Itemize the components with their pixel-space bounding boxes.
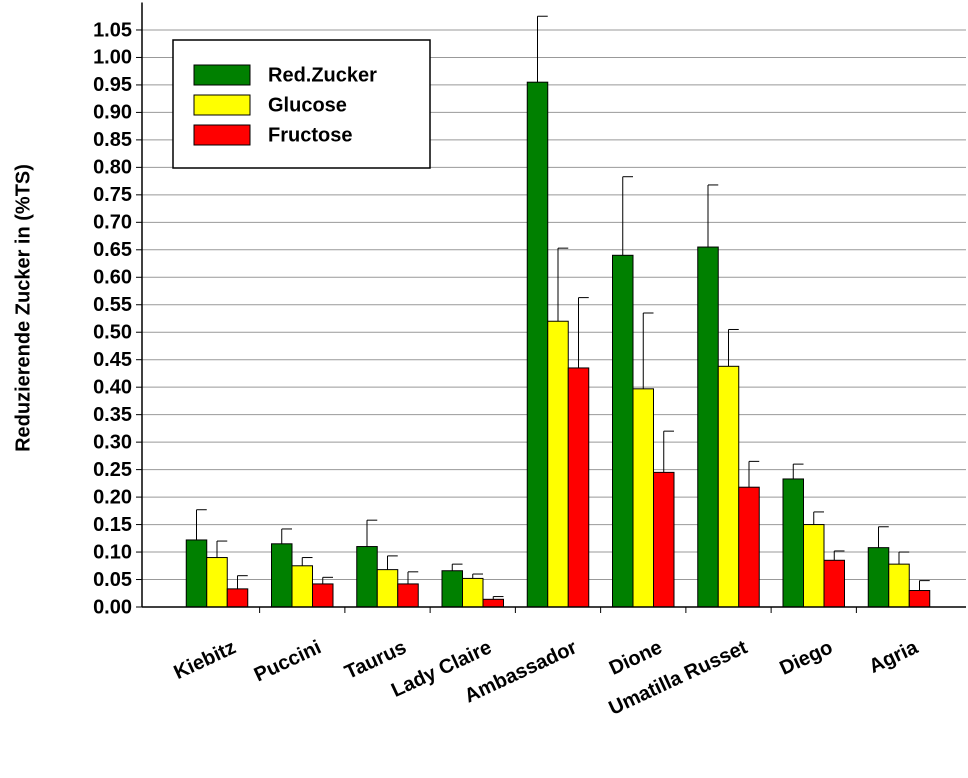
bar: [547, 320, 569, 608]
legend-label: Glucose: [268, 94, 347, 116]
bar: [482, 598, 504, 608]
bar: [908, 590, 931, 608]
y-tick-label: 0.95: [93, 74, 132, 96]
y-tick-label: 0.70: [93, 212, 132, 234]
y-tick-label: 0.40: [93, 376, 132, 398]
y-tick-label: 0.10: [93, 541, 132, 563]
y-tick-label: 0.60: [93, 267, 132, 289]
bar: [271, 543, 293, 608]
y-tick-label: 0.85: [93, 129, 132, 151]
x-tick-label: Umatilla Russet: [606, 636, 752, 719]
legend-swatch: [193, 124, 251, 146]
bar: [356, 546, 378, 608]
y-tick-label: 0.00: [93, 596, 132, 618]
bar: [206, 557, 228, 608]
bar: [397, 583, 419, 608]
x-tick-label: Agria: [866, 636, 922, 678]
bar: [738, 486, 760, 608]
y-tick-label: 0.55: [93, 294, 132, 316]
legend-label: Fructose: [268, 124, 352, 146]
bar: [803, 524, 825, 608]
legend-label: Red.Zucker: [268, 64, 377, 86]
bar: [526, 81, 549, 608]
y-tick-label: 0.65: [93, 239, 132, 261]
bar: [185, 539, 208, 608]
y-tick-label: 0.30: [93, 431, 132, 453]
legend-swatch: [193, 94, 251, 116]
y-tick-label: 0.50: [93, 322, 132, 344]
legend-swatch: [193, 64, 251, 86]
bar: [441, 570, 463, 608]
y-tick-label: 0.75: [93, 184, 132, 206]
bar: [567, 367, 590, 608]
bar: [612, 254, 634, 608]
y-tick-label: 0.80: [93, 157, 132, 179]
y-tick-label: 0.20: [93, 486, 132, 508]
y-tick-label: 0.90: [93, 102, 132, 124]
x-tick-label: Dione: [606, 636, 666, 679]
bar: [653, 471, 675, 608]
bar: [697, 246, 719, 608]
y-tick-label: 1.05: [93, 19, 132, 41]
y-tick-label: 0.15: [93, 514, 132, 536]
bar: [867, 547, 890, 608]
bar: [376, 569, 399, 608]
bar: [782, 478, 804, 608]
legend-box: [172, 39, 431, 169]
y-axis-label: Reduzierende Zucker in (%TS): [12, 164, 34, 452]
bar: [632, 388, 654, 608]
y-tick-label: 0.35: [93, 404, 132, 426]
bar: [291, 565, 313, 608]
x-tick-label: Diego: [776, 636, 836, 679]
x-tick-label: Puccini: [251, 636, 325, 686]
bar: [888, 563, 910, 608]
y-tick-label: 0.45: [93, 349, 132, 371]
x-tick-label: Kiebitz: [171, 636, 240, 684]
bar: [226, 588, 249, 608]
bar: [462, 577, 484, 608]
bar: [823, 559, 845, 608]
y-tick-label: 1.00: [93, 47, 132, 69]
bar: [717, 365, 740, 608]
y-tick-label: 0.05: [93, 569, 132, 591]
bar: [312, 583, 334, 608]
y-tick-label: 0.25: [93, 459, 132, 481]
